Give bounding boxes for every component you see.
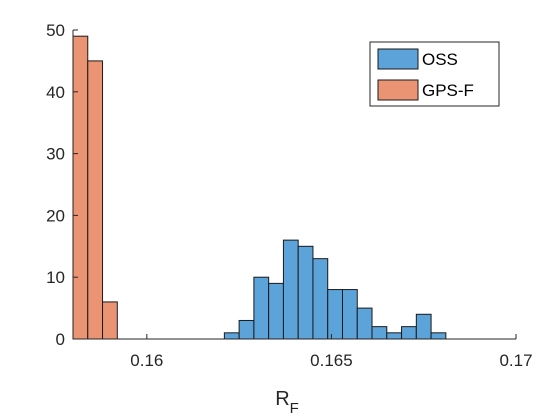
y-tick-label: 20: [46, 206, 65, 225]
oss-bar-12: [401, 326, 417, 340]
legend-swatch-gps-f: [377, 79, 419, 101]
legend-label-oss: OSS: [422, 50, 458, 69]
y-tick-label: 10: [46, 268, 65, 287]
oss-bar-6: [312, 258, 329, 340]
gps-f-bar-1: [87, 60, 104, 340]
gps-f-bar-0: [72, 35, 89, 340]
gps-f-bar-2: [102, 301, 118, 340]
oss-bar-10: [371, 326, 388, 340]
oss-bar-9: [356, 307, 373, 340]
oss-bar-7: [327, 289, 343, 340]
y-tick-label: 50: [46, 21, 65, 40]
oss-bar-4: [282, 239, 299, 340]
oss-bars: [223, 239, 447, 340]
oss-bar-8: [341, 289, 358, 340]
oss-bar-2: [253, 276, 270, 340]
y-tick-label: 0: [56, 330, 65, 349]
legend: OSS GPS-F: [369, 41, 500, 107]
oss-bar-1: [238, 319, 255, 340]
oss-bar-11: [386, 332, 403, 340]
oss-bar-13: [415, 313, 432, 340]
gps-f-bars: [72, 35, 118, 340]
y-tick-label: 40: [46, 83, 65, 102]
legend-swatch-oss: [377, 48, 419, 70]
oss-bar-5: [297, 245, 314, 340]
oss-bar-3: [268, 282, 284, 340]
x-axis-label: RF: [275, 388, 299, 417]
ticks: 0.16 0.165 0.17 0 10 20 30 40 50: [46, 21, 532, 370]
x-tick-label: 0.165: [310, 351, 353, 370]
legend-label-gps-f: GPS-F: [422, 81, 474, 100]
oss-bar-0: [223, 332, 240, 340]
x-tick-label: 0.17: [499, 351, 532, 370]
y-tick-label: 30: [46, 145, 65, 164]
oss-bar-14: [430, 332, 447, 340]
x-tick-label: 0.16: [130, 351, 163, 370]
